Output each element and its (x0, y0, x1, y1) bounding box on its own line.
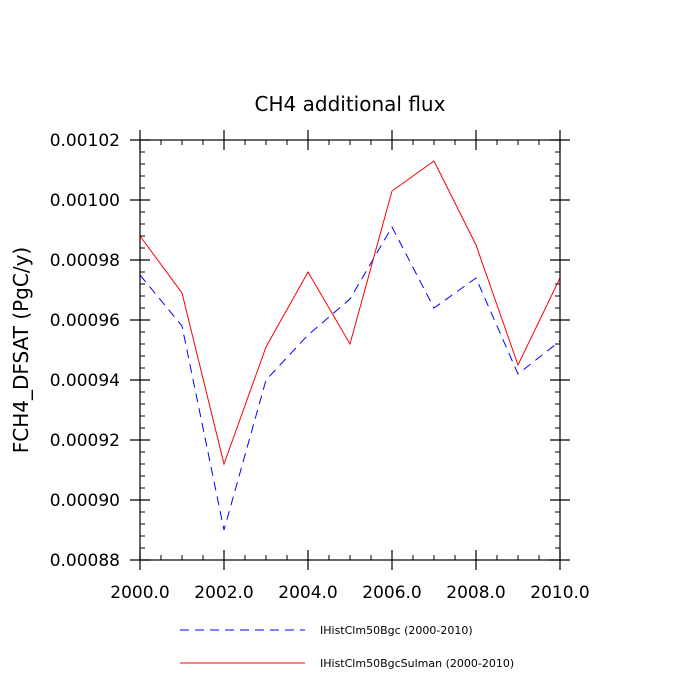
y-axis-label: FCH4_DFSAT (PgC/y) (9, 247, 33, 453)
y-tick-label: 0.00102 (50, 131, 120, 151)
y-tick-label: 0.00096 (50, 311, 120, 331)
series-line-2 (139, 160, 561, 466)
legend-label-1: IHistClm50Bgc (2000-2010) (320, 624, 473, 637)
series-lines (139, 160, 561, 531)
x-tick-label: 2008.0 (446, 583, 505, 603)
y-tick-label: 0.00090 (50, 491, 120, 511)
y-tick-label: 0.00098 (50, 251, 120, 271)
chart-title: CH4 additional flux (255, 92, 446, 116)
series-line-1 (139, 225, 561, 531)
x-tick-label: 2010.0 (530, 583, 589, 603)
plot-frame (139, 139, 561, 561)
x-tick-label: 2002.0 (194, 583, 253, 603)
y-tick-label: 0.00088 (50, 551, 120, 571)
y-tick-labels: 0.00088 0.00090 0.00092 0.00094 0.00096 0.000… (50, 131, 120, 571)
minor-ticks (140, 140, 560, 560)
x-tick-label: 2000.0 (110, 583, 169, 603)
legend: IHistClm50Bgc (2000-2010) IHistClm50BgcSu… (180, 624, 514, 670)
y-tick-label: 0.00094 (50, 371, 120, 391)
y-tick-label: 0.00092 (50, 431, 120, 451)
x-tick-label: 2004.0 (278, 583, 337, 603)
y-tick-label: 0.00100 (50, 191, 120, 211)
legend-label-2: IHistClm50BgcSulman (2000-2010) (320, 657, 514, 670)
x-tick-labels: 2000.0 2002.0 2004.0 2006.0 2008.0 2010.0 (110, 583, 589, 603)
x-tick-label: 2006.0 (362, 583, 421, 603)
